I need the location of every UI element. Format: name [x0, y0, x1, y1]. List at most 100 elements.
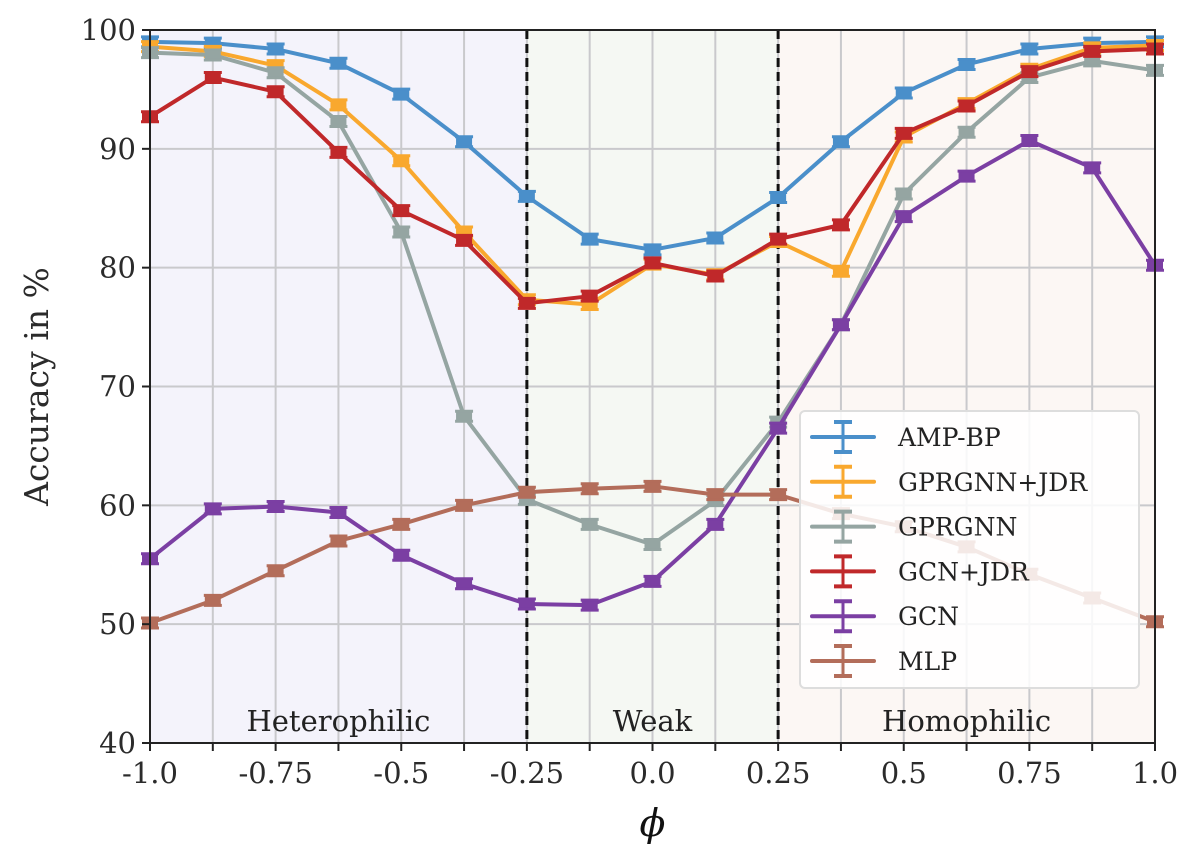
data-marker — [267, 87, 284, 96]
data-marker — [770, 193, 787, 202]
data-marker — [644, 258, 661, 267]
data-point — [643, 574, 662, 588]
data-point — [580, 232, 599, 246]
data-marker — [707, 271, 724, 280]
data-point — [957, 57, 976, 71]
data-point — [392, 225, 411, 239]
legend-item: AMP-BP — [810, 420, 1001, 454]
data-marker — [204, 596, 221, 605]
data-marker — [1021, 45, 1038, 54]
data-point — [266, 500, 285, 514]
data-marker — [393, 551, 410, 560]
data-marker — [204, 50, 221, 59]
data-point — [266, 85, 285, 99]
y-tick-label: 80 — [99, 251, 136, 285]
data-marker — [1084, 47, 1101, 56]
legend-item: MLP — [810, 644, 957, 678]
y-axis-title: Accuracy in % — [17, 267, 56, 507]
data-marker — [1021, 67, 1038, 76]
data-marker — [770, 235, 787, 244]
data-marker — [518, 299, 535, 308]
data-point — [392, 517, 411, 531]
data-marker — [581, 292, 598, 301]
data-point — [706, 269, 725, 283]
data-marker — [958, 102, 975, 111]
data-marker — [581, 300, 598, 309]
data-marker — [895, 189, 912, 198]
data-marker — [958, 128, 975, 137]
x-axis-title: ϕ — [640, 801, 666, 845]
data-point — [203, 71, 222, 85]
x-tick-label: 0.5 — [881, 756, 927, 790]
y-tick-label: 100 — [81, 13, 136, 47]
series-gcn-jdr — [141, 42, 1164, 310]
data-point — [957, 169, 976, 183]
series-gcn — [141, 134, 1164, 612]
data-point — [392, 548, 411, 562]
data-marker — [1084, 163, 1101, 172]
data-marker — [393, 90, 410, 99]
data-point — [769, 421, 788, 435]
data-point — [329, 145, 348, 159]
data-marker — [393, 228, 410, 237]
data-marker — [518, 192, 535, 201]
data-point — [894, 126, 913, 140]
data-marker — [330, 508, 347, 517]
data-marker — [456, 412, 473, 421]
data-point — [706, 517, 725, 531]
data-marker — [267, 566, 284, 575]
data-point — [517, 597, 536, 611]
data-point — [831, 264, 850, 278]
data-point — [643, 538, 662, 552]
data-point — [203, 48, 222, 62]
data-point — [329, 56, 348, 70]
data-point — [957, 99, 976, 113]
x-tick-label: -0.5 — [373, 756, 429, 790]
region-label: Heterophilic — [246, 704, 430, 738]
y-tick-label: 60 — [99, 488, 136, 522]
data-point — [894, 210, 913, 224]
data-point — [831, 318, 850, 332]
legend-box — [799, 410, 1140, 689]
data-marker — [456, 579, 473, 588]
y-tick-label: 50 — [99, 607, 136, 641]
data-marker — [832, 320, 849, 329]
data-marker — [456, 228, 473, 237]
data-point — [203, 593, 222, 607]
data-marker — [204, 39, 221, 48]
data-marker — [330, 100, 347, 109]
data-point — [831, 135, 850, 149]
data-point — [455, 498, 474, 512]
data-marker — [267, 45, 284, 54]
legend-item: GCN — [810, 599, 959, 634]
legend-label: AMP-BP — [897, 423, 1001, 452]
data-marker — [204, 73, 221, 82]
data-point — [266, 42, 285, 56]
data-marker — [393, 520, 410, 529]
data-point — [769, 488, 788, 502]
data-point — [392, 87, 411, 101]
x-tick-label: 0.75 — [997, 756, 1062, 790]
data-marker — [644, 540, 661, 549]
data-point — [580, 289, 599, 303]
region-labels: Heterophilic Weak Homophilic — [246, 704, 1051, 738]
data-marker — [518, 488, 535, 497]
data-point — [894, 86, 913, 100]
data-marker — [644, 482, 661, 491]
data-marker — [707, 233, 724, 242]
data-marker — [581, 235, 598, 244]
region-dividers — [525, 30, 780, 743]
data-marker — [393, 156, 410, 165]
data-marker — [832, 137, 849, 146]
data-point — [392, 154, 411, 168]
data-marker — [770, 424, 787, 433]
data-marker — [895, 129, 912, 138]
data-point — [203, 502, 222, 516]
data-marker — [958, 60, 975, 69]
data-point — [706, 231, 725, 245]
y-tick-label: 90 — [99, 132, 136, 166]
data-marker — [518, 495, 535, 504]
data-point — [580, 598, 599, 612]
data-point — [1020, 42, 1039, 56]
x-axis-ticks: -1.0 -0.75 -0.5 -0.25 0.0 0.25 0.5 0.75 1.0 — [122, 743, 1178, 790]
